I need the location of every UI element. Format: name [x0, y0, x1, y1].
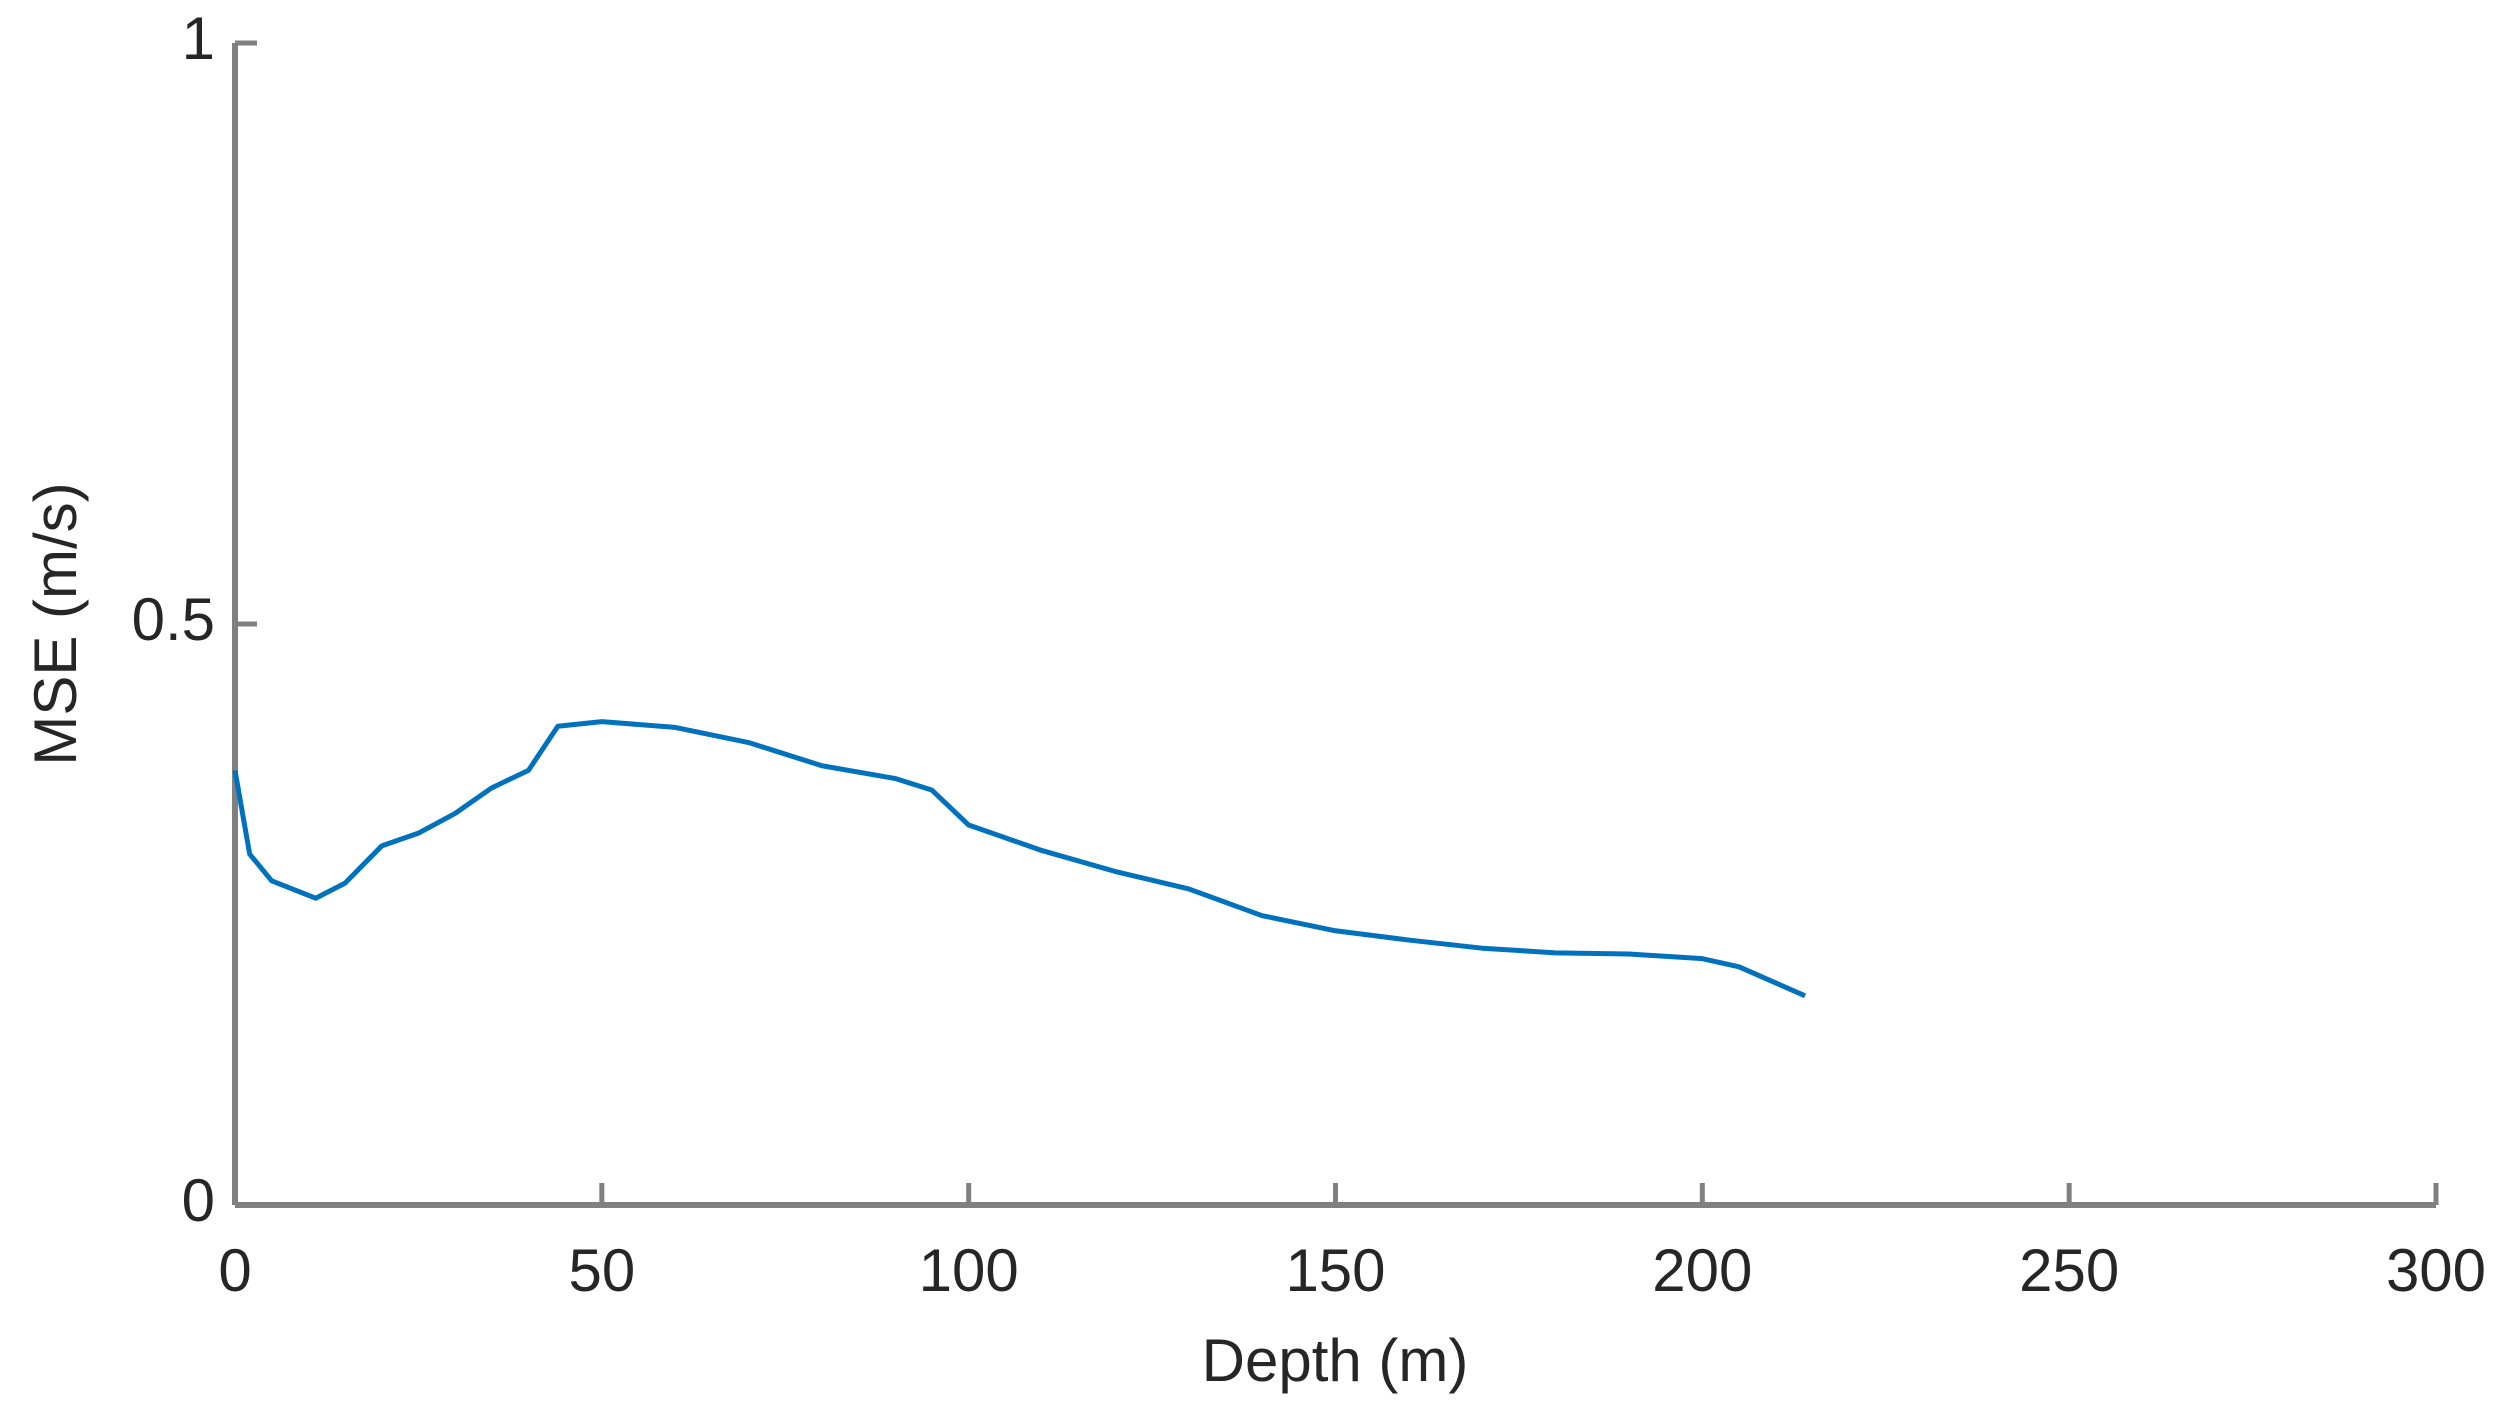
x-tick-label: 300	[2386, 1237, 2486, 1304]
data-line	[232, 719, 1807, 999]
y-tick-label: 0.5	[132, 586, 215, 653]
x-tick-label: 50	[568, 1237, 635, 1304]
x-tick-label: 150	[1285, 1237, 1385, 1304]
y-tick-label: 0	[182, 1167, 215, 1234]
y-axis-label: MSE (m/s)	[22, 482, 89, 765]
x-tick-label: 100	[919, 1237, 1019, 1304]
y-tick-label: 1	[182, 5, 215, 72]
x-tick-label: 200	[1652, 1237, 1752, 1304]
x-axis-label: Depth (m)	[1202, 1327, 1469, 1394]
x-tick-label: 250	[2019, 1237, 2119, 1304]
x-tick-label: 0	[218, 1237, 251, 1304]
